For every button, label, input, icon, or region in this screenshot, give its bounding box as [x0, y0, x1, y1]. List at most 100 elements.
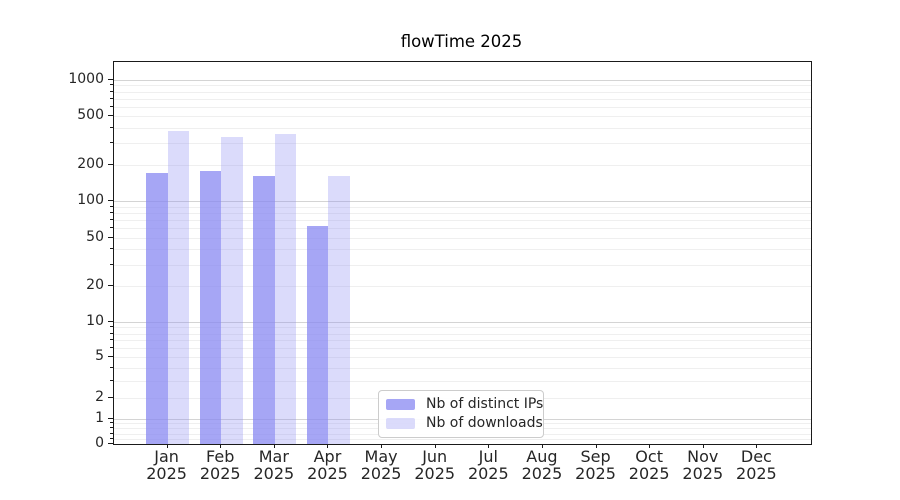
y-gridline — [114, 143, 811, 145]
y-tick-mark — [108, 356, 113, 358]
y-tick-mark — [108, 236, 113, 238]
y-tick-mark — [108, 200, 113, 202]
x-tick-mark — [756, 444, 758, 448]
y-minor-tick-mark — [110, 366, 113, 368]
x-tick-mark — [541, 444, 543, 448]
x-tick-mark — [220, 444, 222, 448]
y-gridline — [114, 237, 811, 239]
x-tick-label: Jun 2025 — [414, 447, 456, 483]
y-gridline — [114, 348, 811, 350]
y-minor-tick-mark — [110, 326, 113, 328]
y-gridline — [114, 206, 811, 208]
x-tick-mark — [649, 444, 651, 448]
x-tick-label: Apr 2025 — [307, 447, 348, 483]
y-gridline — [114, 285, 811, 287]
y-gridline — [114, 201, 811, 203]
y-minor-tick-mark — [110, 205, 113, 207]
y-minor-tick-mark — [110, 379, 113, 381]
bar-downloads-apr — [328, 176, 350, 444]
bar-distinct-ips-feb — [199, 170, 222, 444]
x-tick-label: Oct 2025 — [628, 447, 670, 483]
x-tick-mark — [488, 444, 490, 448]
y-tick-label: 500 — [77, 107, 104, 124]
x-tick-label: Feb 2025 — [199, 447, 241, 483]
y-gridline — [114, 116, 811, 118]
y-gridline — [114, 219, 811, 221]
x-tick-label: Sep 2025 — [575, 447, 616, 483]
x-tick-label: Jan 2025 — [146, 447, 187, 483]
legend: Nb of distinct IPs Nb of downloads — [378, 390, 544, 438]
y-gridline — [114, 91, 811, 93]
x-tick-mark — [381, 444, 383, 448]
legend-swatch-distinct-ips — [386, 399, 415, 410]
plot-area — [113, 61, 812, 445]
legend-swatch-downloads — [386, 418, 415, 429]
x-tick-label: Mar 2025 — [253, 447, 295, 483]
y-minor-tick-mark — [110, 142, 113, 144]
y-gridline — [114, 380, 811, 382]
y-gridline — [114, 340, 811, 342]
y-gridline — [114, 264, 811, 266]
bar-distinct-ips-jan — [146, 172, 168, 444]
y-tick-label: 100 — [77, 192, 104, 209]
bar-downloads-jan — [167, 130, 190, 444]
x-tick-mark — [327, 444, 329, 448]
y-minor-tick-mark — [110, 97, 113, 99]
y-tick-label: 1 — [95, 409, 104, 426]
bar-distinct-ips-mar — [253, 175, 275, 444]
y-minor-tick-mark — [110, 105, 113, 107]
y-minor-tick-mark — [110, 127, 113, 129]
y-tick-label: 20 — [86, 276, 104, 293]
y-minor-tick-mark — [110, 432, 113, 434]
y-minor-tick-mark — [110, 84, 113, 86]
chart-title: flowTime 2025 — [400, 32, 523, 51]
y-tick-mark — [108, 396, 113, 398]
y-tick-label: 200 — [77, 155, 104, 172]
y-tick-mark — [108, 78, 113, 80]
bar-distinct-ips-apr — [306, 226, 329, 444]
y-gridline — [114, 212, 811, 214]
y-minor-tick-mark — [110, 211, 113, 213]
legend-item-downloads: Nb of downloads — [386, 416, 543, 431]
bar-downloads-feb — [221, 136, 243, 444]
y-gridline — [114, 164, 811, 166]
y-gridline — [114, 106, 811, 108]
y-minor-tick-mark — [110, 347, 113, 349]
y-minor-tick-mark — [110, 263, 113, 265]
y-minor-tick-mark — [110, 248, 113, 250]
y-tick-label: 1000 — [68, 70, 104, 87]
y-tick-mark — [108, 321, 113, 323]
y-gridline — [114, 438, 811, 440]
y-tick-label: 10 — [86, 313, 104, 330]
x-tick-mark — [434, 444, 436, 448]
y-minor-tick-mark — [110, 218, 113, 220]
y-gridline — [114, 357, 811, 359]
y-gridline — [114, 98, 811, 100]
y-gridline — [114, 228, 811, 230]
y-gridline — [114, 322, 811, 324]
y-tick-label: 50 — [86, 228, 104, 245]
y-gridline — [114, 333, 811, 335]
bar-downloads-mar — [274, 133, 297, 444]
y-minor-tick-mark — [110, 339, 113, 341]
y-gridline — [114, 327, 811, 329]
y-tick-mark — [108, 115, 113, 117]
x-tick-label: Nov 2025 — [682, 447, 724, 483]
x-tick-mark — [595, 444, 597, 448]
y-tick-mark — [108, 417, 113, 419]
x-tick-label: Aug 2025 — [521, 447, 563, 483]
y-minor-tick-mark — [110, 90, 113, 92]
legend-label-distinct-ips: Nb of distinct IPs — [426, 396, 544, 412]
y-gridline — [114, 128, 811, 130]
x-tick-mark — [702, 444, 704, 448]
y-gridline — [114, 79, 811, 81]
y-tick-mark — [108, 284, 113, 286]
y-tick-label: 0 — [95, 435, 104, 451]
x-tick-label: May 2025 — [360, 447, 402, 483]
y-tick-label: 5 — [95, 348, 104, 365]
x-tick-label: Jul 2025 — [467, 447, 509, 483]
legend-item-distinct-ips: Nb of distinct IPs — [386, 397, 543, 412]
x-tick-label: Dec 2025 — [736, 447, 777, 483]
y-gridline — [114, 85, 811, 87]
